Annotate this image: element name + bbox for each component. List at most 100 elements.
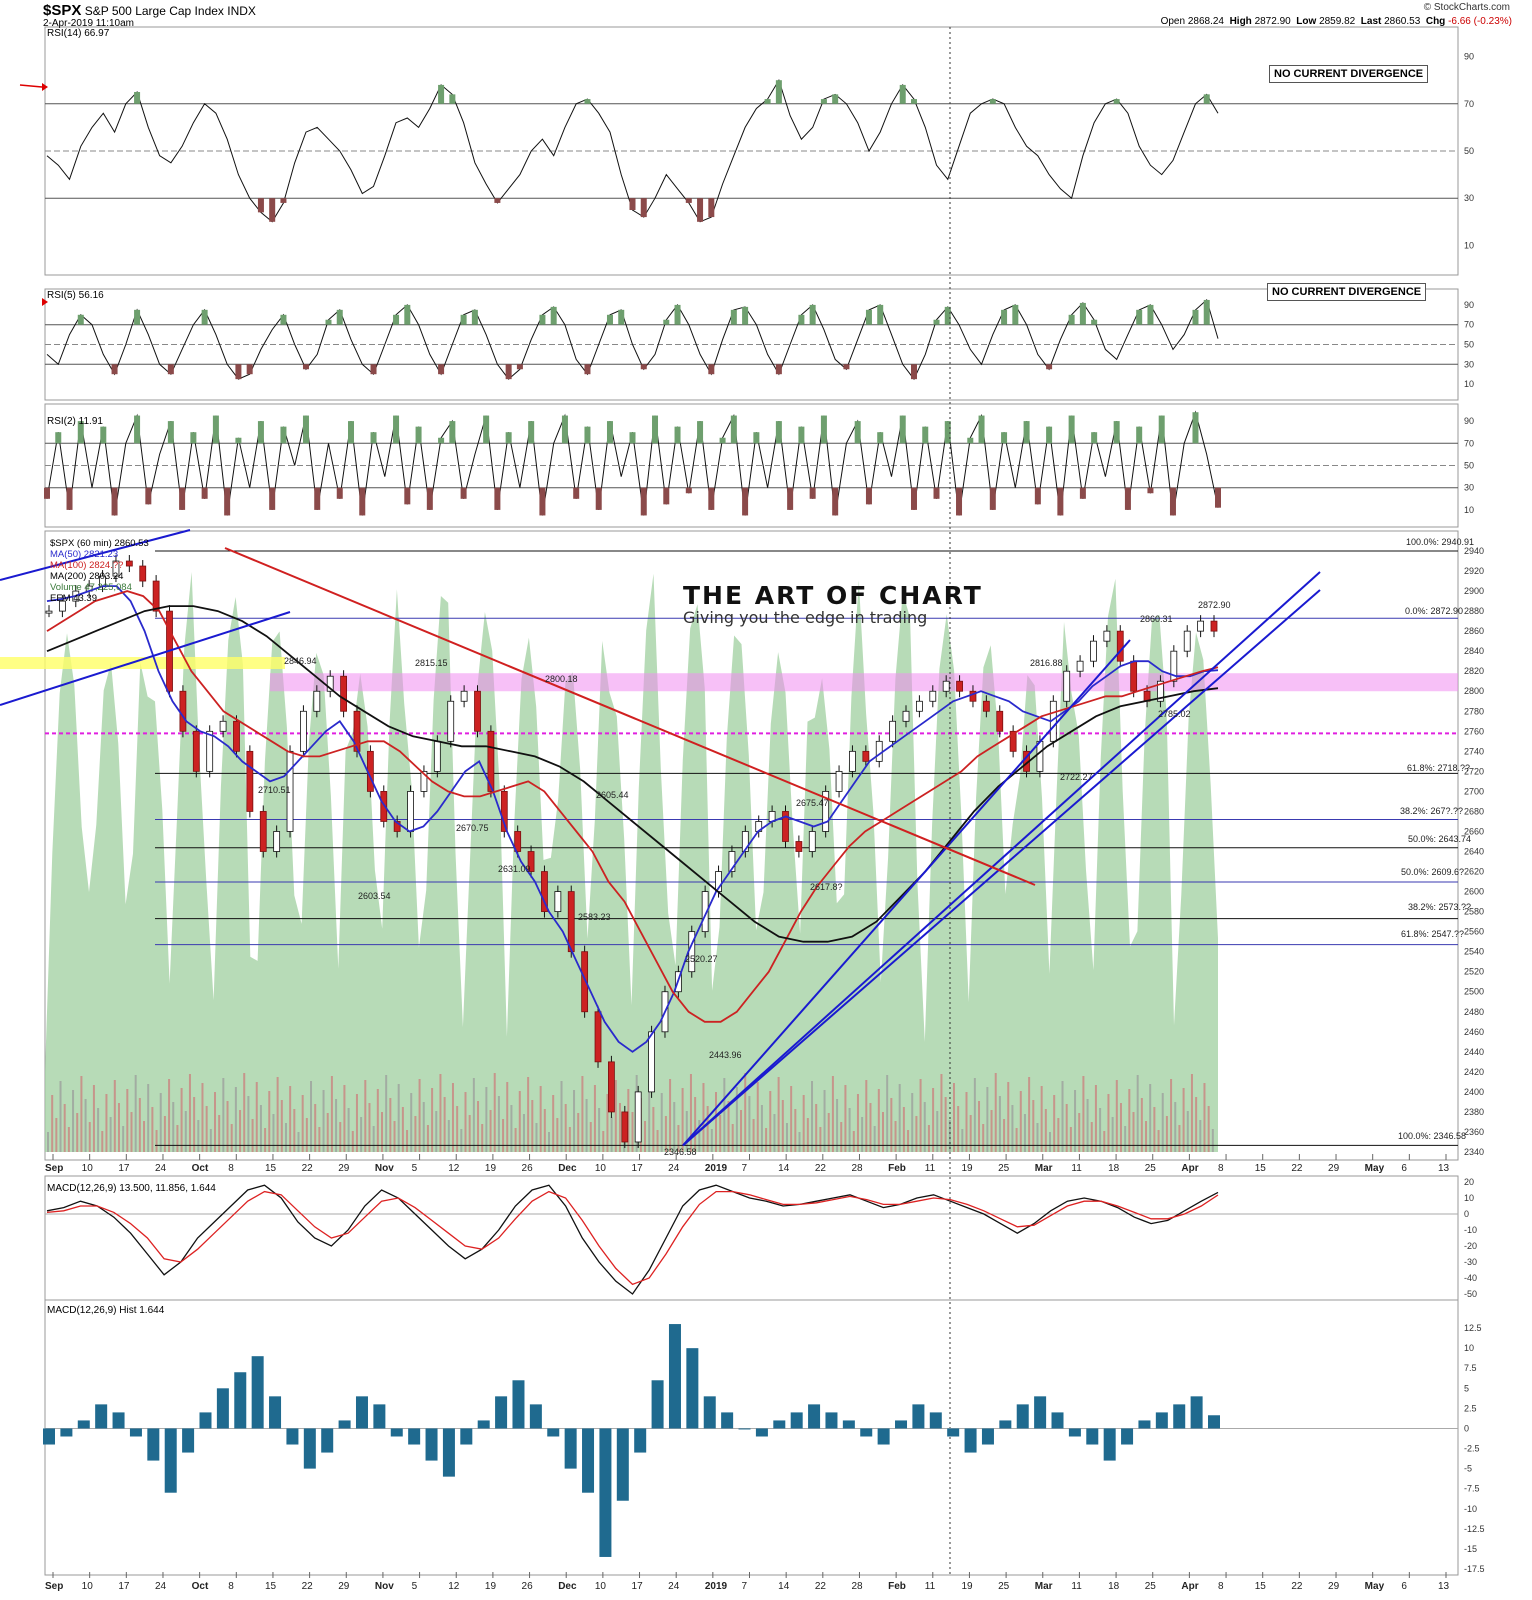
rsi14-marker-arrow (19, 84, 43, 88)
hist-bar-54 (981, 1428, 994, 1445)
volume-bar-155 (694, 1097, 697, 1152)
chart-title: $SPX S&P 500 Large Cap Index INDX (43, 2, 256, 19)
ytick-1-0: 10 (1464, 379, 1474, 389)
hist-bar-22 (425, 1428, 438, 1461)
volume-bar-105 (485, 1087, 488, 1152)
hist-bar-18 (355, 1396, 368, 1429)
candle-body-35 (514, 831, 522, 852)
volume-bar-50 (255, 1082, 258, 1152)
rsi-oversold-2-90 (1057, 487, 1064, 516)
ma-line-1 (46, 585, 1219, 1053)
price-annotation-20: 0.0%: 2872.90 (1405, 606, 1463, 616)
ytick-3-7: 2480 (1464, 1007, 1484, 1017)
xtick-label-price-5: 8 (228, 1163, 234, 1174)
volume-bar-145 (652, 1107, 655, 1152)
volume-bar-210 (923, 1102, 926, 1152)
open-value: 2868.24 (1187, 16, 1224, 27)
ytick-3-19: 2720 (1464, 766, 1484, 776)
volume-bar-158 (706, 1106, 709, 1152)
ytick-5-12: -17.5 (1464, 1564, 1485, 1574)
volume-bar-85 (401, 1107, 404, 1152)
volume-bar-88 (414, 1116, 417, 1152)
xtick-label-bottom-6: 15 (265, 1581, 277, 1592)
volume-bar-42 (222, 1078, 225, 1152)
xtick-label-price-28: 11 (1071, 1163, 1082, 1174)
ytick-3-29: 2920 (1464, 566, 1484, 576)
volume-bar-228 (998, 1096, 1001, 1152)
xtick-label-bottom-8: 29 (338, 1581, 350, 1592)
low-label: Low (1296, 16, 1317, 27)
volume-bar-240 (1049, 1132, 1051, 1152)
volume-bar-196 (865, 1080, 868, 1152)
volume-bar-180 (798, 1132, 801, 1152)
xtick-label-price-22: 28 (851, 1163, 863, 1174)
hist-bar-55 (999, 1420, 1012, 1429)
xtick-label-bottom-26: 25 (998, 1581, 1010, 1592)
volume-bar-16 (113, 1080, 116, 1152)
volume-bar-256 (1115, 1080, 1118, 1152)
volume-bar-248 (1082, 1076, 1085, 1152)
volume-bar-273 (1186, 1111, 1189, 1152)
rsi-overbought-0-36 (449, 94, 456, 104)
rsi-oversold-2-24 (314, 487, 321, 510)
price-annotation-2: 2800.18 (545, 674, 578, 684)
hist-bar-42 (773, 1420, 786, 1429)
ytick-3-12: 2580 (1464, 907, 1484, 917)
rsi-overbought-1-3 (77, 314, 84, 325)
xtick-label-bottom-3: 24 (155, 1581, 167, 1592)
rsi-oversold-2-59 (708, 487, 715, 510)
volume-bar-271 (1178, 1125, 1181, 1152)
volume-bar-166 (740, 1110, 743, 1152)
volume-bar-154 (689, 1074, 692, 1152)
volume-bar-120 (548, 1132, 550, 1152)
candle-body-29 (433, 740, 441, 772)
volume-bar-40 (214, 1092, 216, 1152)
volume-bar-44 (230, 1124, 233, 1152)
hist-bar-32 (599, 1428, 612, 1557)
macd-line-1 (46, 1190, 1219, 1286)
quote-summary: Open 2868.24 High 2872.90 Low 2859.82 La… (1161, 16, 1512, 27)
volume-bar-115 (527, 1077, 530, 1152)
hist-bar-5 (129, 1428, 142, 1437)
volume-bar-150 (673, 1102, 676, 1152)
volume-bar-82 (389, 1098, 392, 1152)
brand-link[interactable]: © StockCharts.com (1423, 2, 1510, 13)
rsi-oversold-1-6 (111, 364, 118, 375)
volume-bar-123 (560, 1081, 563, 1152)
xtick-label-price-19: 7 (742, 1163, 748, 1174)
high-value: 2872.90 (1254, 16, 1291, 27)
volume-bar-212 (932, 1088, 935, 1152)
rsi-oversold-2-62 (742, 487, 749, 516)
hist-bar-3 (95, 1404, 108, 1429)
volume-bar-265 (1153, 1107, 1156, 1152)
price-annotation-4: 2603.54 (358, 891, 391, 901)
volume-bar-262 (1140, 1098, 1143, 1152)
rsi-oversold-2-14 (201, 487, 208, 499)
candle-body-40 (581, 951, 589, 1013)
trendline-rising-lower (682, 589, 1321, 1147)
xtick-label-bottom-37: 6 (1401, 1581, 1407, 1592)
ytick-5-8: -7.5 (1464, 1484, 1480, 1494)
volume-bar-95 (443, 1097, 446, 1152)
volume-bar-252 (1099, 1108, 1102, 1152)
volume-bar-106 (489, 1110, 492, 1152)
rsi-overbought-2-52 (629, 432, 636, 444)
rsi-oversold-1-48 (584, 364, 591, 375)
rsi-overbought-1-32 (404, 304, 411, 325)
rsi-overbought-2-67 (798, 426, 805, 444)
rsi-oversold-2-92 (1079, 487, 1086, 499)
xtick-label-price-23: Feb (888, 1163, 906, 1174)
volume-bar-152 (681, 1088, 684, 1152)
rsi-overbought-2-80 (944, 421, 951, 444)
volume-bar-161 (719, 1115, 722, 1152)
ytick-3-2: 2380 (1464, 1107, 1484, 1117)
ytick-2-1: 30 (1464, 483, 1474, 493)
volume-bar-93 (435, 1111, 438, 1152)
rsi-overbought-2-85 (1001, 432, 1008, 444)
rsi-overbought-1-74 (877, 304, 884, 325)
trendline-channel-top (682, 639, 1131, 1147)
ytick-4-5: -30 (1464, 1257, 1477, 1267)
volume-bar-251 (1094, 1085, 1097, 1152)
ytick-4-1: 10 (1464, 1193, 1474, 1203)
candle-body-55 (782, 811, 789, 842)
